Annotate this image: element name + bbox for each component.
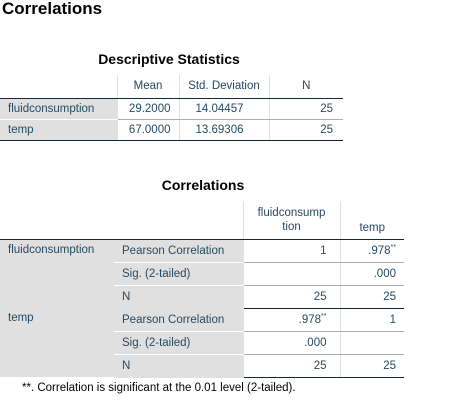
header-corner bbox=[0, 75, 117, 99]
stat-label: Sig. (2-tailed) bbox=[114, 331, 243, 355]
stat-label: N bbox=[114, 354, 243, 378]
cell-number: .978 bbox=[368, 244, 391, 257]
header-fluidconsumption: fluidconsump tion bbox=[242, 201, 340, 240]
header-std-deviation: Std. Deviation bbox=[178, 75, 269, 99]
cell-mean: 29.2000 bbox=[116, 98, 179, 120]
stat-label: Sig. (2-tailed) bbox=[114, 262, 243, 286]
table-header-row: Mean Std. Deviation N bbox=[0, 75, 343, 99]
stat-label: N bbox=[114, 285, 243, 309]
table-row: temp Pearson Correlation .978** 1 bbox=[0, 308, 404, 377]
table-row: N 25 25 bbox=[0, 285, 404, 309]
cell-n: 25 bbox=[268, 98, 343, 120]
row-label: fluidconsumption bbox=[0, 98, 117, 120]
header-fluid-line2: tion bbox=[282, 220, 301, 233]
table-row: N 25 25 bbox=[0, 354, 404, 378]
cell-value: 1 bbox=[242, 239, 340, 263]
stat-label: Pearson Correlation bbox=[114, 308, 243, 332]
footnote: **. Correlation is significant at the 0.… bbox=[22, 382, 296, 394]
descriptive-statistics-title: Descriptive Statistics bbox=[98, 51, 240, 67]
correlations-table: fluidconsump tion temp fluidconsumption … bbox=[0, 201, 404, 378]
header-temp: temp bbox=[339, 201, 404, 240]
cell-number: .978 bbox=[298, 313, 322, 326]
stat-label: Pearson Correlation bbox=[114, 239, 243, 263]
table-row: Sig. (2-tailed) .000 bbox=[0, 331, 404, 355]
cell-value: 25 bbox=[242, 354, 340, 378]
table-row: fluidconsumption Pearson Correlation 1 .… bbox=[0, 239, 404, 308]
cell-value: 1 bbox=[339, 308, 404, 332]
correlations-table-title: Correlations bbox=[161, 177, 245, 193]
cell-std-deviation: 13.69306 bbox=[178, 119, 269, 141]
cell-value bbox=[242, 262, 340, 286]
group-label: fluidconsumption bbox=[0, 239, 114, 308]
header-n: N bbox=[268, 75, 343, 99]
row-label: temp bbox=[0, 119, 117, 141]
table-row: temp 67.0000 13.69306 25 bbox=[0, 119, 343, 141]
page-title: Correlations bbox=[2, 0, 103, 18]
cell-value: .978** bbox=[339, 239, 404, 263]
cell-value: 25 bbox=[242, 285, 340, 309]
cell-value: .000 bbox=[339, 262, 404, 286]
header-corner bbox=[114, 201, 243, 240]
group-label: temp bbox=[0, 308, 114, 377]
cell-value: 25 bbox=[339, 354, 404, 378]
cell-value: .978** bbox=[242, 308, 340, 332]
significance-marker: ** bbox=[321, 312, 327, 320]
cell-std-deviation: 14.04457 bbox=[178, 98, 269, 120]
table-row: Sig. (2-tailed) .000 bbox=[0, 262, 404, 286]
cell-value bbox=[339, 331, 404, 355]
cell-value: 25 bbox=[339, 285, 404, 309]
cell-mean: 67.0000 bbox=[116, 119, 179, 141]
table-header-row: fluidconsump tion temp bbox=[0, 201, 404, 240]
descriptive-statistics-table: Mean Std. Deviation N fluidconsumption 2… bbox=[0, 75, 343, 141]
cell-n: 25 bbox=[268, 119, 343, 141]
significance-marker: ** bbox=[390, 243, 396, 251]
header-fluid-line1: fluidconsump bbox=[257, 206, 326, 219]
cell-value: .000 bbox=[242, 331, 340, 355]
table-row: fluidconsumption 29.2000 14.04457 25 bbox=[0, 98, 343, 120]
header-mean: Mean bbox=[116, 75, 179, 99]
header-corner bbox=[0, 201, 114, 240]
